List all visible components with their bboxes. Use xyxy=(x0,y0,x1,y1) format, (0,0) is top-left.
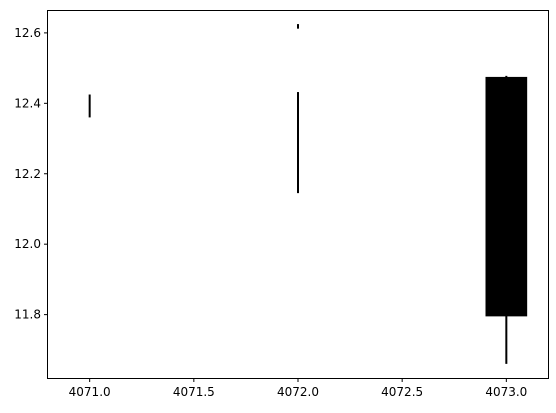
x-axis: 4071.0 4071.5 4072.0 4072.5 4073.0 xyxy=(69,378,527,399)
y-axis: 11.8 12.0 12.2 12.4 12.6 xyxy=(14,26,48,322)
x-tick-label-3: 4072.5 xyxy=(381,385,423,399)
candle-2-body xyxy=(485,76,528,317)
y-tick-label-2: 12.2 xyxy=(14,167,41,181)
x-tick-label-0: 4071.0 xyxy=(69,385,111,399)
candle-2 xyxy=(485,75,528,364)
x-tick-label-2: 4072.0 xyxy=(277,385,319,399)
y-tick-label-3: 12.4 xyxy=(14,96,41,110)
y-tick-label-1: 12.0 xyxy=(14,237,41,251)
x-tick-label-4: 4073.0 xyxy=(485,385,527,399)
candles-layer xyxy=(88,24,528,364)
y-tick-label-4: 12.6 xyxy=(14,26,41,40)
x-tick-label-1: 4071.5 xyxy=(173,385,215,399)
axes-frame xyxy=(47,10,549,379)
y-tick-label-0: 11.8 xyxy=(14,308,41,322)
